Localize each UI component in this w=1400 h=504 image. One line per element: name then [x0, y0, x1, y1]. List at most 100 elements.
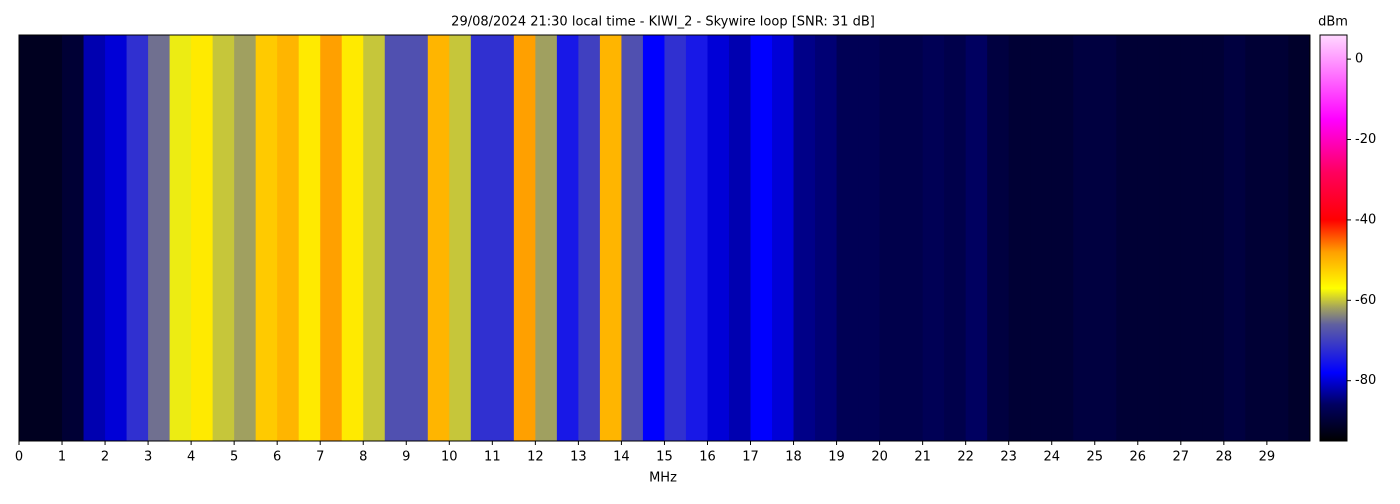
chart-title: 29/08/2024 21:30 local time - KIWI_2 - S…	[451, 15, 875, 30]
colorbar-label: dBm	[1318, 15, 1348, 30]
x-tick-label: 12	[527, 450, 544, 465]
spectrum-band	[965, 35, 988, 441]
spectrum-band	[1094, 35, 1117, 441]
x-tick-label: 9	[402, 450, 410, 465]
spectrum-band	[148, 35, 171, 441]
spectrum-band	[621, 35, 644, 441]
spectrum-band	[191, 35, 214, 441]
spectrum-band	[750, 35, 773, 441]
spectrum-band	[513, 35, 536, 441]
spectrum-band	[19, 35, 42, 441]
spectrum-band	[363, 35, 386, 441]
spectrum-band	[987, 35, 1010, 441]
spectrum-band	[664, 35, 687, 441]
x-tick-label: 24	[1043, 450, 1060, 465]
spectrum-band	[1288, 35, 1311, 441]
spectrum-band	[707, 35, 730, 441]
spectrum-band	[836, 35, 859, 441]
spectrum-band	[1073, 35, 1096, 441]
spectrum-band	[169, 35, 192, 441]
x-tick-label: 19	[828, 450, 845, 465]
spectrum-band	[858, 35, 881, 441]
spectrum-band	[126, 35, 149, 441]
x-tick-label: 25	[1086, 450, 1103, 465]
spectrum-band	[470, 35, 493, 441]
colorbar-tick-label: -40	[1355, 212, 1376, 227]
x-tick-label: 20	[871, 450, 888, 465]
spectrum-band	[901, 35, 924, 441]
spectrum-band	[1266, 35, 1289, 441]
spectrum-band	[341, 35, 364, 441]
x-tick-label: 10	[441, 450, 458, 465]
spectrum-band	[234, 35, 257, 441]
spectrum-band	[277, 35, 300, 441]
spectrum-band	[1116, 35, 1139, 441]
spectrum-band	[427, 35, 450, 441]
spectrum-band	[105, 35, 128, 441]
spectrum-band	[1159, 35, 1182, 441]
spectrum-band	[815, 35, 838, 441]
colorbar-tick-label: -80	[1355, 373, 1376, 388]
spectrum-band	[772, 35, 795, 441]
spectrum-band	[1051, 35, 1074, 441]
x-tick-label: 18	[785, 450, 802, 465]
x-tick-label: 13	[570, 450, 587, 465]
x-tick-label: 8	[359, 450, 367, 465]
spectrum-band	[578, 35, 601, 441]
spectrum-band	[320, 35, 343, 441]
spectrum-band	[556, 35, 579, 441]
x-tick-label: 17	[742, 450, 759, 465]
colorbar-tick-label: 0	[1355, 52, 1363, 67]
spectrum-band	[1223, 35, 1246, 441]
spectrum-band	[879, 35, 902, 441]
x-tick-label: 5	[230, 450, 238, 465]
spectrum-band	[599, 35, 622, 441]
spectrum-band	[212, 35, 235, 441]
x-tick-label: 14	[613, 450, 630, 465]
spectrum-band	[492, 35, 515, 441]
spectrum-band	[793, 35, 816, 441]
spectrum-band	[40, 35, 63, 441]
spectrum-band	[406, 35, 429, 441]
x-axis-label: MHz	[649, 471, 677, 486]
colorbar	[1319, 34, 1348, 442]
spectrum-band	[922, 35, 945, 441]
x-tick-label: 2	[101, 450, 109, 465]
spectrum-band	[1245, 35, 1268, 441]
spectrum-band	[685, 35, 708, 441]
colorbar-tick-label: -20	[1355, 132, 1376, 147]
spectrum-band	[298, 35, 321, 441]
spectrum-band	[1030, 35, 1053, 441]
x-tick-label: 28	[1216, 450, 1233, 465]
x-tick-label: 23	[1000, 450, 1017, 465]
x-tick-label: 26	[1130, 450, 1147, 465]
spectrum-band	[1202, 35, 1225, 441]
x-tick-label: 16	[699, 450, 716, 465]
spectrum-band	[642, 35, 665, 441]
x-tick-label: 1	[58, 450, 66, 465]
spectrum-band	[728, 35, 752, 441]
x-tick-label: 15	[656, 450, 673, 465]
x-tick-label: 0	[15, 450, 23, 465]
colorbar-tick-label: -60	[1355, 293, 1376, 308]
x-tick-label: 6	[273, 450, 281, 465]
x-tick-label: 3	[144, 450, 152, 465]
spectrum-band	[1137, 35, 1160, 441]
spectrum-band	[83, 35, 106, 441]
x-tick-label: 7	[316, 450, 324, 465]
x-tick-label: 29	[1259, 450, 1276, 465]
spectrum-band	[384, 35, 407, 441]
spectrum-band	[449, 35, 472, 441]
x-tick-label: 22	[957, 450, 974, 465]
spectrum-band	[1008, 35, 1031, 441]
spectrum-band	[62, 35, 85, 441]
x-tick-label: 21	[914, 450, 931, 465]
spectrum-band	[535, 35, 558, 441]
spectrum-band	[944, 35, 967, 441]
x-tick-label: 27	[1173, 450, 1190, 465]
spectrum-band	[255, 35, 278, 441]
x-tick-label: 4	[187, 450, 195, 465]
spectrum-band	[1180, 35, 1203, 441]
x-tick-label: 11	[484, 450, 501, 465]
